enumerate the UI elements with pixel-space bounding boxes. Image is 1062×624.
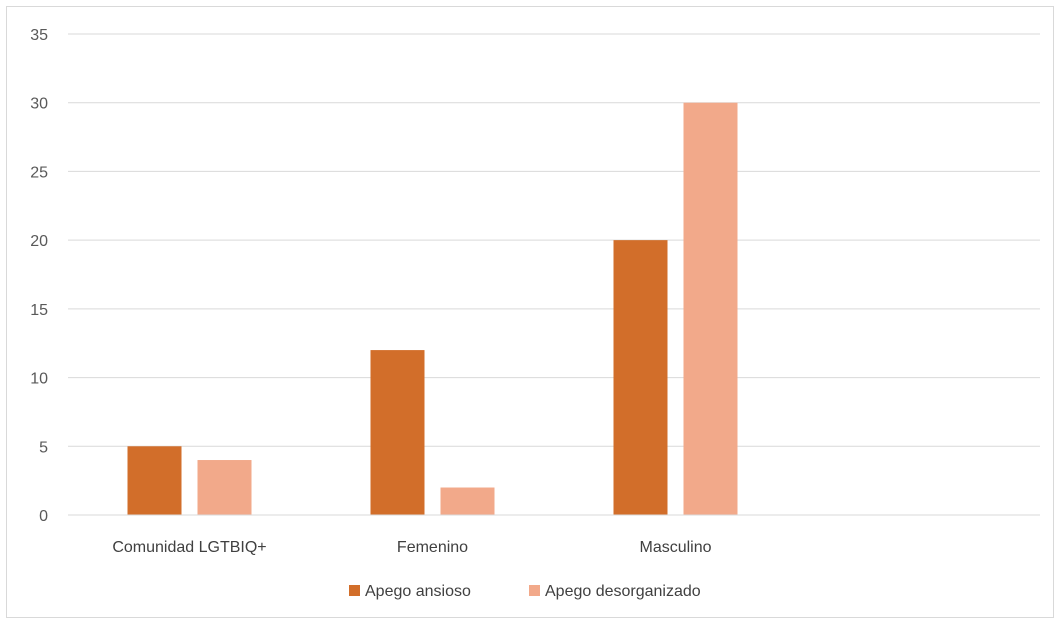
bar-apego-ansioso [613, 240, 668, 515]
y-tick-label: 20 [30, 233, 48, 250]
legend: Apego ansioso Apego desorganizado [349, 583, 701, 600]
bar-apego-ansioso [127, 446, 182, 515]
chart-frame [6, 6, 1054, 618]
bar-apego-desorganizado [197, 460, 252, 515]
y-tick-label: 35 [30, 27, 48, 44]
x-category-label: Femenino [397, 539, 468, 556]
legend-swatch [349, 585, 360, 596]
y-tick-label: 10 [30, 371, 48, 388]
bars [127, 102, 738, 515]
y-tick-label: 5 [39, 439, 48, 456]
x-category-label: Comunidad LGTBIQ+ [112, 539, 266, 556]
x-axis-categories: Comunidad LGTBIQ+ Femenino Masculino [112, 539, 711, 556]
y-tick-label: 30 [30, 96, 48, 113]
legend-label: Apego desorganizado [545, 583, 701, 600]
y-tick-label: 0 [39, 508, 48, 525]
bar-apego-desorganizado [683, 102, 738, 515]
bar-apego-desorganizado [440, 487, 495, 515]
y-tick-label: 25 [30, 164, 48, 181]
y-axis-ticks: 0 5 10 15 20 25 30 35 [30, 27, 48, 525]
bar-apego-ansioso [370, 350, 425, 515]
legend-label: Apego ansioso [365, 583, 471, 600]
gridlines [68, 33, 1040, 447]
x-category-label: Masculino [639, 539, 711, 556]
y-tick-label: 15 [30, 302, 48, 319]
legend-swatch [529, 585, 540, 596]
